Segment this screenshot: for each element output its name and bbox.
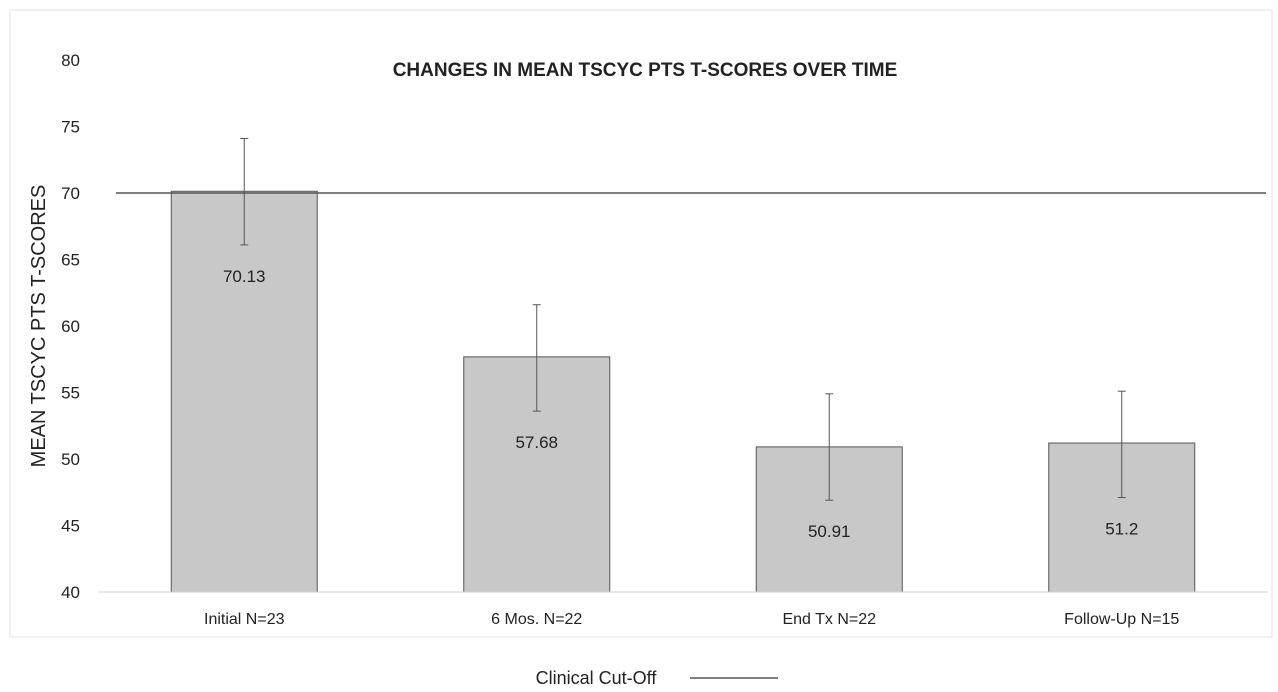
x-axis-ticks: Initial N=23 6 Mos. N=22 End Tx N=22 Follow… — [204, 611, 1179, 628]
y-tick-label: 70 — [61, 184, 80, 203]
y-tick-label: 40 — [61, 583, 80, 602]
bar — [170, 190, 318, 593]
x-tick-label: Initial N=23 — [204, 611, 285, 628]
y-tick-label: 60 — [61, 317, 80, 336]
y-tick-label: 65 — [61, 251, 80, 270]
y-tick-label: 80 — [61, 51, 80, 70]
x-tick-label: Follow-Up N=15 — [1064, 611, 1179, 628]
data-labels-group: 70.13 57.68 50.91 51.2 — [223, 267, 1138, 541]
error-bars-group — [240, 137, 1126, 501]
y-tick-label: 75 — [61, 118, 80, 137]
x-tick-label: 6 Mos. N=22 — [491, 611, 582, 628]
x-tick-label: End Tx N=22 — [782, 611, 876, 628]
legend: Clinical Cut-Off — [536, 668, 778, 688]
data-label: 50.91 — [808, 522, 851, 541]
bars-group — [170, 190, 1196, 593]
data-label: 51.2 — [1105, 520, 1138, 539]
data-label: 70.13 — [223, 267, 266, 286]
chart-title: CHANGES IN MEAN TSCYC PTS T-SCORES OVER … — [393, 60, 898, 81]
y-axis-ticks: 40 45 50 55 60 65 70 75 80 — [61, 51, 80, 602]
y-axis-label: MEAN TSCYC PTS T-SCORES — [28, 185, 50, 468]
y-tick-label: 50 — [61, 450, 80, 469]
y-tick-label: 55 — [61, 384, 80, 403]
legend-label: Clinical Cut-Off — [536, 668, 658, 687]
y-tick-label: 45 — [61, 517, 80, 536]
data-label: 57.68 — [515, 433, 558, 452]
